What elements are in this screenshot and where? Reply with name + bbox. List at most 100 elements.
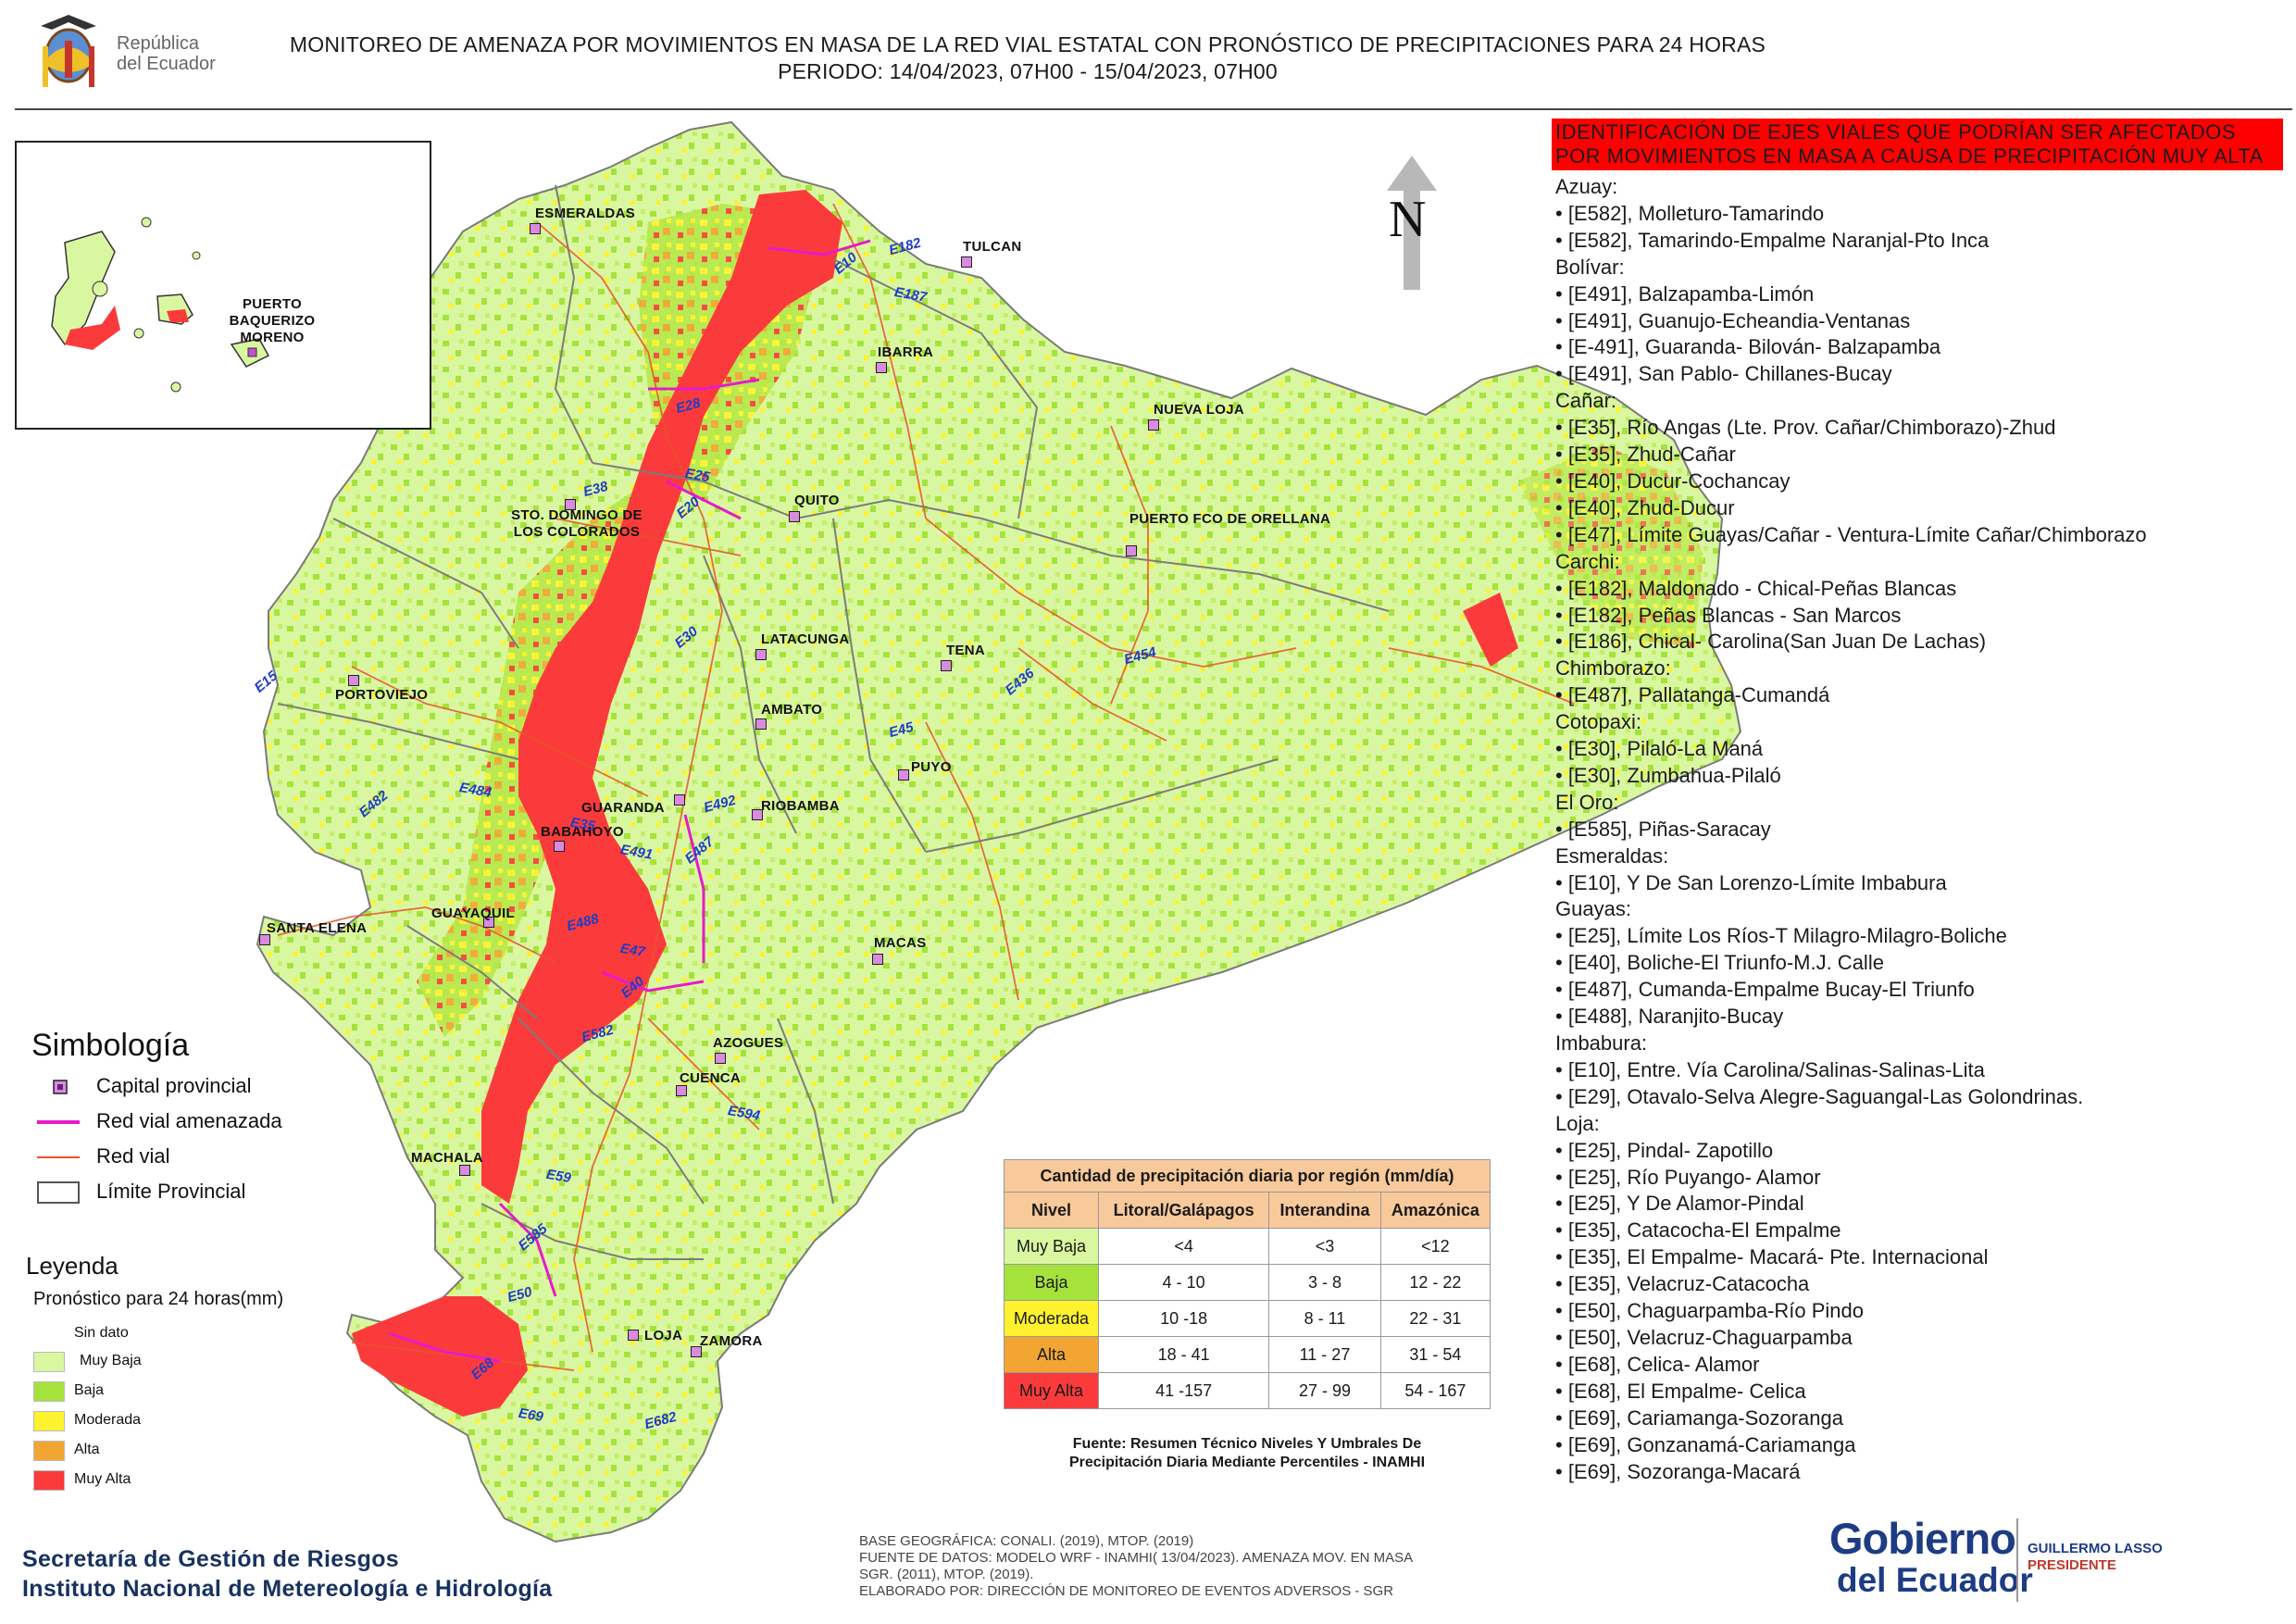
table-level-cell: Moderada	[1004, 1300, 1099, 1337]
capital-marker-icon	[715, 1053, 726, 1064]
table-level-cell: Muy Alta	[1004, 1372, 1099, 1409]
capital-marker-icon	[1126, 545, 1137, 556]
capital-marker-icon	[691, 1346, 702, 1357]
road-segment-item: • [E40], Boliche-El Triunfo-M.J. Calle	[1555, 951, 1884, 975]
del-ecuador-logo-text: del Ecuador	[1837, 1561, 2033, 1599]
table-source: Fuente: Resumen Técnico Niveles Y Umbral…	[1004, 1435, 1491, 1472]
province-heading: Cotopaxi:	[1555, 710, 1641, 734]
table-cell: 3 - 8	[1268, 1264, 1381, 1301]
legend-swatch	[33, 1411, 65, 1431]
capital-square-icon	[53, 1080, 68, 1094]
logo-text-2: del Ecuador	[117, 54, 216, 74]
table-cell: 4 - 10	[1097, 1264, 1270, 1301]
president-title: PRESIDENTE	[2028, 1557, 2116, 1573]
legend-swatch	[33, 1441, 65, 1461]
capital-marker-icon	[554, 841, 565, 852]
road-segment-item: • [E50], Velacruz-Chaguarpamba	[1555, 1325, 1853, 1349]
symbol-label: Límite Provincial	[96, 1180, 246, 1203]
city-label: PUERTO BAQUERIZO MORENO	[229, 296, 316, 345]
city-label: RIOBAMBA	[761, 798, 840, 814]
province-borders	[277, 184, 1390, 1260]
table-column-header: Interandina	[1268, 1192, 1381, 1229]
threatened-road-line-icon	[37, 1120, 80, 1124]
road-segment-item: • [E491], Guanujo-Echeandia-Ventanas	[1555, 308, 1911, 332]
muy-alta-band	[481, 190, 842, 1204]
road-segment-item: • [E10], Y De San Lorenzo-Límite Imbabur…	[1555, 870, 1947, 894]
table-level-cell: Alta	[1004, 1336, 1099, 1373]
road-segment-item: • [E40], Zhud-Ducur	[1555, 495, 1735, 519]
legend-swatch	[33, 1470, 65, 1491]
road-segment-item: • [E69], Sozoranga-Macará	[1555, 1459, 1801, 1483]
city-label: CUENCA	[680, 1070, 741, 1086]
header-divider	[15, 108, 2292, 110]
capital-marker-icon	[789, 511, 800, 522]
road-segment-item: • [E40], Ducur-Cochancay	[1555, 468, 1791, 493]
road-segment-item: • [E35], El Empalme- Macará- Pte. Intern…	[1555, 1245, 1989, 1269]
affected-roads-panel: IDENTIFICACIÓN DE EJES VIALES QUE PODRÍA…	[1552, 119, 2283, 1485]
legend-swatch	[33, 1352, 65, 1372]
province-heading: Cañar:	[1555, 389, 1617, 413]
city-label: ZAMORA	[700, 1333, 763, 1349]
province-heading: Imbabura:	[1555, 1031, 1648, 1055]
city-label: PUYO	[911, 759, 952, 775]
legend-label: Moderada	[74, 1412, 142, 1428]
province-heading: Chimborazo:	[1555, 656, 1671, 681]
ecuador-coat-of-arms-icon	[41, 15, 96, 87]
road-segment-item: • [E186], Chical- Carolina(San Juan De L…	[1555, 630, 1987, 654]
table-source-2: Precipitación Diaria Mediante Percentile…	[1068, 1455, 1426, 1470]
legend-label: Sin dato	[74, 1325, 129, 1341]
capital-marker-icon	[755, 649, 767, 660]
affected-roads-list: Azuay: • [E582], Molleturo-Tamarindo • [E5…	[1552, 174, 2283, 1485]
capital-marker-icon	[676, 1085, 687, 1096]
credit-line: SGR. (2011), MTOP. (2019).	[859, 1567, 1034, 1582]
legend-label: Muy Baja	[80, 1353, 142, 1368]
logo-text: República del Ecuador	[117, 33, 216, 74]
road-segment-item: • [E69], Cariamanga-Sozoranga	[1555, 1405, 1843, 1430]
road-segment-item: • [E182], Peñas Blancas - San Marcos	[1555, 603, 1902, 627]
table-cell: 8 - 11	[1268, 1300, 1381, 1337]
capital-marker-icon	[755, 718, 767, 730]
province-heading: Loja:	[1555, 1111, 1600, 1135]
table-level-cell: Baja	[1004, 1264, 1099, 1301]
muy-alta-amazon	[1463, 593, 1518, 667]
table-row: Muy Alta 41 -157 27 - 99 54 - 167	[1004, 1372, 1491, 1409]
province-heading: El Oro:	[1555, 790, 1619, 814]
table-cell: 12 - 22	[1379, 1264, 1491, 1301]
road-segment-item: • [E25], Límite Los Ríos-T Milagro-Milag…	[1555, 924, 2007, 948]
province-heading: Esmeraldas:	[1555, 843, 1669, 868]
table-cell: <4	[1097, 1228, 1270, 1265]
road-segment-item: • [E585], Piñas-Saracay	[1555, 817, 1771, 841]
capital-marker-icon	[941, 660, 952, 671]
city-label: PUERTO FCO DE ORELLANA	[1129, 511, 1331, 527]
road-segment-item: • [E47], Límite Guayas/Cañar - Ventura-L…	[1555, 522, 2147, 546]
table-row: Moderada 10 -18 8 - 11 22 - 31	[1004, 1300, 1491, 1337]
table-cell: 27 - 99	[1268, 1372, 1381, 1409]
legend-swatch	[33, 1381, 65, 1402]
precipitation-table: Cantidad de precipitación diaria por reg…	[1004, 1159, 1491, 1409]
road-segment-item: • [E-491], Guaranda- Bilován- Balzapamba	[1555, 335, 1941, 359]
north-label: N	[1389, 191, 1427, 248]
logo-text-1: República	[117, 33, 199, 54]
table-header: Nivel Litoral/Galápagos Interandina Amazóni…	[1004, 1192, 1491, 1229]
road-segment-item: • [E35], Zhud-Cañar	[1555, 443, 1736, 467]
table-column-header: Nivel	[1004, 1192, 1099, 1229]
road-segment-item: • [E35], Río Angas (Lte. Prov. Cañar/Chi…	[1555, 416, 2056, 440]
table-cell: <12	[1379, 1228, 1491, 1265]
city-label: MACAS	[874, 935, 927, 951]
capital-marker-icon	[459, 1165, 470, 1176]
mainland-ecuador	[256, 120, 1742, 1543]
road-segment-item: • [E25], Pindal- Zapotillo	[1555, 1138, 1774, 1162]
city-label: QUITO	[794, 493, 840, 508]
province-heading: Azuay:	[1555, 175, 1618, 198]
credit-line: ELABORADO POR: DIRECCIÓN DE MONITOREO DE…	[859, 1583, 1394, 1599]
leyenda-title: Leyenda	[26, 1252, 119, 1280]
table-row: Muy Baja <4 <3 <12	[1004, 1228, 1491, 1265]
road-segment-item: • [E35], Catacocha-El Empalme	[1555, 1218, 1841, 1243]
table-cell: 54 - 167	[1379, 1372, 1491, 1409]
map-title: MONITOREO DE AMENAZA POR MOVIMIENTOS EN …	[278, 31, 1778, 85]
map-title-period: PERIODO: 14/04/2023, 07H00 - 15/04/2023,…	[778, 59, 1278, 83]
road-segment-item: • [E50], Chaguarpamba-Río Pindo	[1555, 1299, 1865, 1323]
capital-marker-icon	[348, 675, 359, 686]
table-caption: Cantidad de precipitación diaria por reg…	[1004, 1159, 1491, 1193]
table-level-cell: Muy Baja	[1004, 1228, 1099, 1265]
